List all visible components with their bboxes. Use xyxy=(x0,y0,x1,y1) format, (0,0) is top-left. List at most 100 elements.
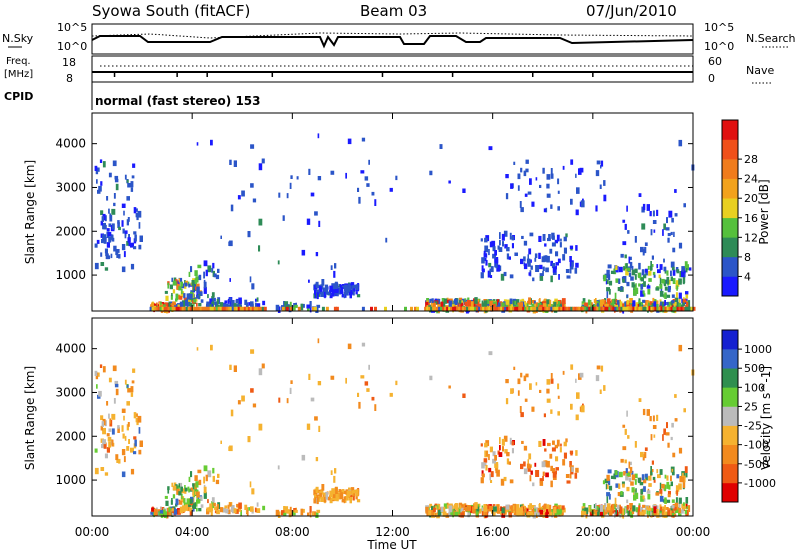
velocity-cell xyxy=(547,442,551,447)
power-cell xyxy=(467,300,471,307)
velocity-cell xyxy=(134,439,137,447)
power-cell xyxy=(523,256,526,262)
power-cell xyxy=(551,242,556,247)
power-cell xyxy=(640,290,644,297)
colorbar-tick-label: 500 xyxy=(744,362,765,375)
velocity-cell xyxy=(517,378,521,385)
velocity-cell xyxy=(352,495,355,501)
velocity-cell xyxy=(546,504,550,510)
velocity-cell xyxy=(489,505,493,512)
velocity-cell xyxy=(336,495,339,502)
velocity-cell xyxy=(225,508,229,514)
power-cell xyxy=(660,301,664,306)
velocity-cell xyxy=(684,509,687,515)
power-cell xyxy=(100,262,105,266)
power-cell xyxy=(114,175,119,180)
power-cell xyxy=(678,302,682,309)
velocity-cell xyxy=(620,491,623,496)
power-cell xyxy=(542,271,544,276)
power-cell xyxy=(311,306,315,311)
power-cell xyxy=(355,291,358,295)
power-cell xyxy=(580,200,585,208)
velocity-cell xyxy=(241,395,245,402)
velocity-cell xyxy=(606,492,610,497)
power-cell xyxy=(642,290,645,295)
colorbar-swatch xyxy=(722,217,738,238)
velocity-cell xyxy=(123,415,125,421)
velocity-cell xyxy=(517,390,520,396)
power-cell xyxy=(642,274,647,279)
power-cell xyxy=(181,300,186,308)
velocity-cell xyxy=(539,389,542,393)
velocity-cell xyxy=(448,385,451,389)
velocity-cell xyxy=(462,393,466,398)
power-cell xyxy=(671,263,674,268)
velocity-cell xyxy=(562,370,565,375)
velocity-cell xyxy=(545,472,549,478)
power-cell xyxy=(518,306,522,311)
power-cell xyxy=(554,306,558,311)
colorbar-swatch xyxy=(722,256,738,277)
velocity-cell xyxy=(188,476,191,482)
power-cell xyxy=(575,173,577,178)
power-cell xyxy=(275,304,280,312)
velocity-cell xyxy=(628,477,632,482)
power-cell xyxy=(245,306,249,311)
velocity-cell xyxy=(526,508,529,514)
velocity-cell xyxy=(557,411,560,416)
power-cell xyxy=(509,274,514,279)
power-cell xyxy=(121,203,126,208)
power-cell xyxy=(594,306,598,311)
nsky-strip: N.Sky 10^5 10^0 10^5 10^0 N.Search xyxy=(2,21,796,55)
power-cell xyxy=(137,210,142,218)
velocity-cell xyxy=(106,401,109,406)
power-cell xyxy=(194,270,198,276)
power-cell xyxy=(104,267,109,271)
velocity-cell xyxy=(355,489,359,496)
velocity-cell xyxy=(687,505,691,512)
power-cell xyxy=(575,245,578,251)
power-cell xyxy=(257,306,261,311)
velocity-cell xyxy=(569,450,574,455)
velocity-cell xyxy=(309,506,312,513)
velocity-cell xyxy=(531,505,536,509)
freq-tick-top: 18 xyxy=(62,56,76,69)
colorbar-swatch xyxy=(722,368,738,388)
power-cell xyxy=(458,306,462,311)
velocity-cell xyxy=(467,512,470,518)
power-cell xyxy=(330,265,333,270)
power-cell xyxy=(261,158,265,164)
velocity-cell xyxy=(499,437,501,445)
velocity-colorbar-label: Velocity [m s^-1] xyxy=(759,366,773,470)
velocity-cell xyxy=(618,471,623,478)
velocity-cell xyxy=(196,507,198,512)
velocity-cell xyxy=(114,383,119,388)
power-cell xyxy=(258,245,261,252)
power-cell xyxy=(258,218,263,226)
power-cell xyxy=(536,306,540,311)
nsky-series-line xyxy=(91,35,694,49)
velocity-cell xyxy=(631,487,635,493)
velocity-cell xyxy=(638,398,642,402)
power-cell xyxy=(121,244,126,251)
velocity-cell xyxy=(488,351,493,356)
velocity-cell xyxy=(345,377,347,384)
power-cell xyxy=(414,306,417,311)
power-cell xyxy=(667,288,671,293)
power-cell xyxy=(684,261,688,268)
velocity-cell xyxy=(682,472,684,477)
power-cell xyxy=(678,298,681,304)
velocity-cell xyxy=(674,513,677,517)
velocity-cell xyxy=(481,470,484,477)
velocity-cell xyxy=(665,432,670,436)
power-cell xyxy=(106,196,109,201)
power-cell xyxy=(652,210,655,217)
velocity-cell xyxy=(539,509,543,515)
power-cell xyxy=(416,306,419,311)
power-cell xyxy=(442,306,446,311)
power-cell xyxy=(361,306,365,311)
velocity-cell xyxy=(597,511,600,517)
power-cell xyxy=(595,205,598,212)
power-cell xyxy=(626,306,630,311)
